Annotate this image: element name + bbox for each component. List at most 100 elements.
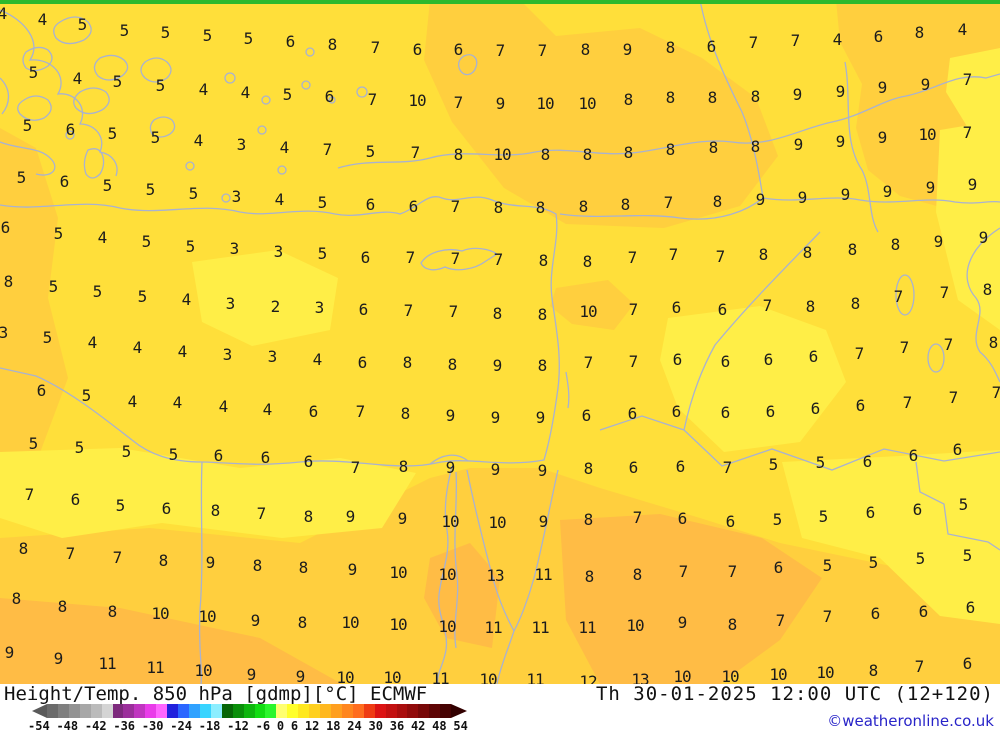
temp-value: 9 — [492, 356, 503, 375]
temp-value: 8 — [623, 90, 634, 109]
lake-tuz — [457, 54, 478, 76]
scale-color-block — [440, 704, 452, 718]
temp-value: 7 — [632, 508, 643, 527]
temp-value: 8 — [632, 565, 643, 584]
temp-value: 5 — [107, 124, 118, 143]
temp-value: 7 — [405, 248, 416, 267]
temp-value: 5 — [112, 72, 123, 91]
temp-value: 3 — [0, 323, 8, 342]
scale-color-block — [385, 704, 397, 718]
temp-value: 11 — [146, 658, 164, 677]
scale-color-block — [90, 704, 102, 718]
temp-value: 6 — [627, 404, 638, 423]
temp-value: 8 — [493, 198, 504, 217]
scale-color-block — [188, 704, 200, 718]
temp-value: 5 — [121, 442, 132, 461]
temp-value: 7 — [450, 249, 461, 268]
temp-value: 3 — [273, 242, 284, 261]
scale-color-block — [68, 704, 80, 718]
temp-value: 10 — [578, 94, 596, 113]
temp-value: 6 — [36, 381, 47, 400]
temp-value: 8 — [252, 556, 263, 575]
temp-value: 8 — [582, 145, 593, 164]
temp-value: 7 — [112, 548, 123, 567]
temperature-values-layer: 4 4 5 5 5 5 5 6 8 7 6 6 7 7 8 9 8 6 7 7 4 6 8 4 5 4 5 5 4 4 5 6 7 10 7 9 10 1… — [0, 6, 1000, 685]
map-title: Height/Temp. 850 hPa [gdmp][°C] ECMWF — [4, 683, 428, 705]
island-aegean — [17, 95, 52, 121]
temp-value: 5 — [48, 277, 59, 296]
temp-value: 6 — [453, 40, 464, 59]
temp-value: 7 — [722, 458, 733, 477]
temp-value: 7 — [450, 197, 461, 216]
temp-value: 8 — [982, 280, 993, 299]
temp-value: 8 — [805, 297, 816, 316]
scale-color-block — [47, 704, 58, 718]
temp-value: 10 — [918, 125, 936, 144]
temp-value: 8 — [988, 333, 999, 352]
scale-tick-label: -18 — [198, 719, 221, 733]
temp-value: 13 — [631, 670, 649, 685]
temp-value: 9 — [538, 512, 549, 531]
temp-value: 10 — [579, 302, 597, 321]
temp-value: 5 — [137, 287, 148, 306]
temp-value: 7 — [939, 283, 950, 302]
temp-value: 10 — [389, 615, 407, 634]
temp-value: 7 — [583, 353, 594, 372]
temp-value: 8 — [620, 195, 631, 214]
temp-value: 5 — [92, 282, 103, 301]
scale-color-block — [396, 704, 408, 718]
temp-value: 8 — [623, 143, 634, 162]
island-aegean — [140, 57, 172, 83]
temp-value: 6 — [628, 458, 639, 477]
temp-value: 9 — [295, 667, 306, 685]
temp-value: 8 — [540, 145, 551, 164]
temp-value: 7 — [355, 402, 366, 421]
temp-value: 6 — [912, 500, 923, 519]
coastline-turkey-north — [337, 73, 1000, 169]
scale-tick-label: -6 — [255, 719, 271, 733]
temp-value: 4 — [72, 69, 83, 88]
copyright-link[interactable]: ©weatheronline.co.uk — [827, 712, 994, 730]
scale-color-block — [156, 704, 168, 718]
temp-value: 10 — [673, 667, 691, 685]
temp-value: 9 — [797, 188, 808, 207]
temp-value: 4 — [97, 228, 108, 247]
temp-value: 8 — [18, 539, 29, 558]
island-small — [257, 125, 267, 135]
island-small — [328, 96, 336, 104]
temp-value: 10 — [438, 617, 456, 636]
temp-value: 7 — [715, 247, 726, 266]
temp-value: 7 — [762, 296, 773, 315]
temp-value: 5 — [915, 549, 926, 568]
temp-value: 10 — [488, 513, 506, 532]
border-syria-iraq — [683, 231, 821, 431]
temp-value: 8 — [583, 459, 594, 478]
temp-value: 4 — [218, 397, 229, 416]
temp-value: 10 — [493, 145, 511, 164]
temp-value: 9 — [246, 665, 257, 684]
temp-value: 6 — [161, 499, 172, 518]
temp-value: 8 — [583, 510, 594, 529]
temp-value: 7 — [663, 193, 674, 212]
temp-value: 6 — [808, 347, 819, 366]
temp-value: 5 — [962, 546, 973, 565]
scale-color-block — [276, 704, 288, 718]
temp-value: 2 — [270, 297, 281, 316]
temp-value: 11 — [531, 618, 549, 637]
temp-value: 9 — [490, 408, 501, 427]
temp-value: 7 — [943, 335, 954, 354]
coastline-borders-layer — [0, 0, 1000, 684]
temp-value: 7 — [448, 302, 459, 321]
temp-value: 11 — [484, 618, 502, 637]
border-step-east — [915, 461, 1000, 551]
temp-value: 6 — [675, 457, 686, 476]
temp-value: 7 — [748, 33, 759, 52]
temp-value: 6 — [763, 350, 774, 369]
temp-value: 6 — [357, 353, 368, 372]
temp-value: 6 — [213, 446, 224, 465]
temp-value: 5 — [42, 328, 53, 347]
temp-value: 11 — [534, 565, 552, 584]
temp-value: 5 — [81, 386, 92, 405]
temp-value: 5 — [160, 23, 171, 42]
temp-value: 10 — [721, 667, 739, 685]
